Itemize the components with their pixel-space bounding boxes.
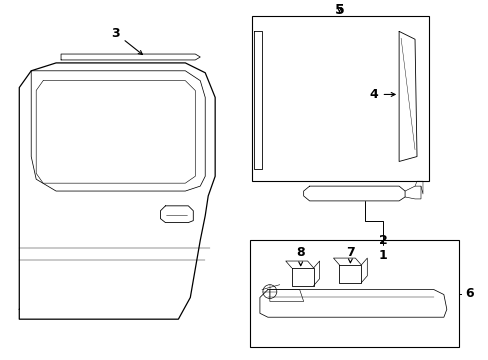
Bar (249, 240, 458, 347)
Text: 7: 7 (346, 246, 354, 263)
Text: 4: 4 (369, 88, 394, 101)
Bar (251, 15, 428, 181)
Text: 3: 3 (111, 27, 142, 54)
Text: 2: 2 (378, 234, 387, 247)
Text: 8: 8 (296, 246, 305, 266)
Text: 1: 1 (378, 249, 387, 262)
Text: 6: 6 (465, 287, 473, 300)
Text: 5: 5 (334, 3, 344, 17)
